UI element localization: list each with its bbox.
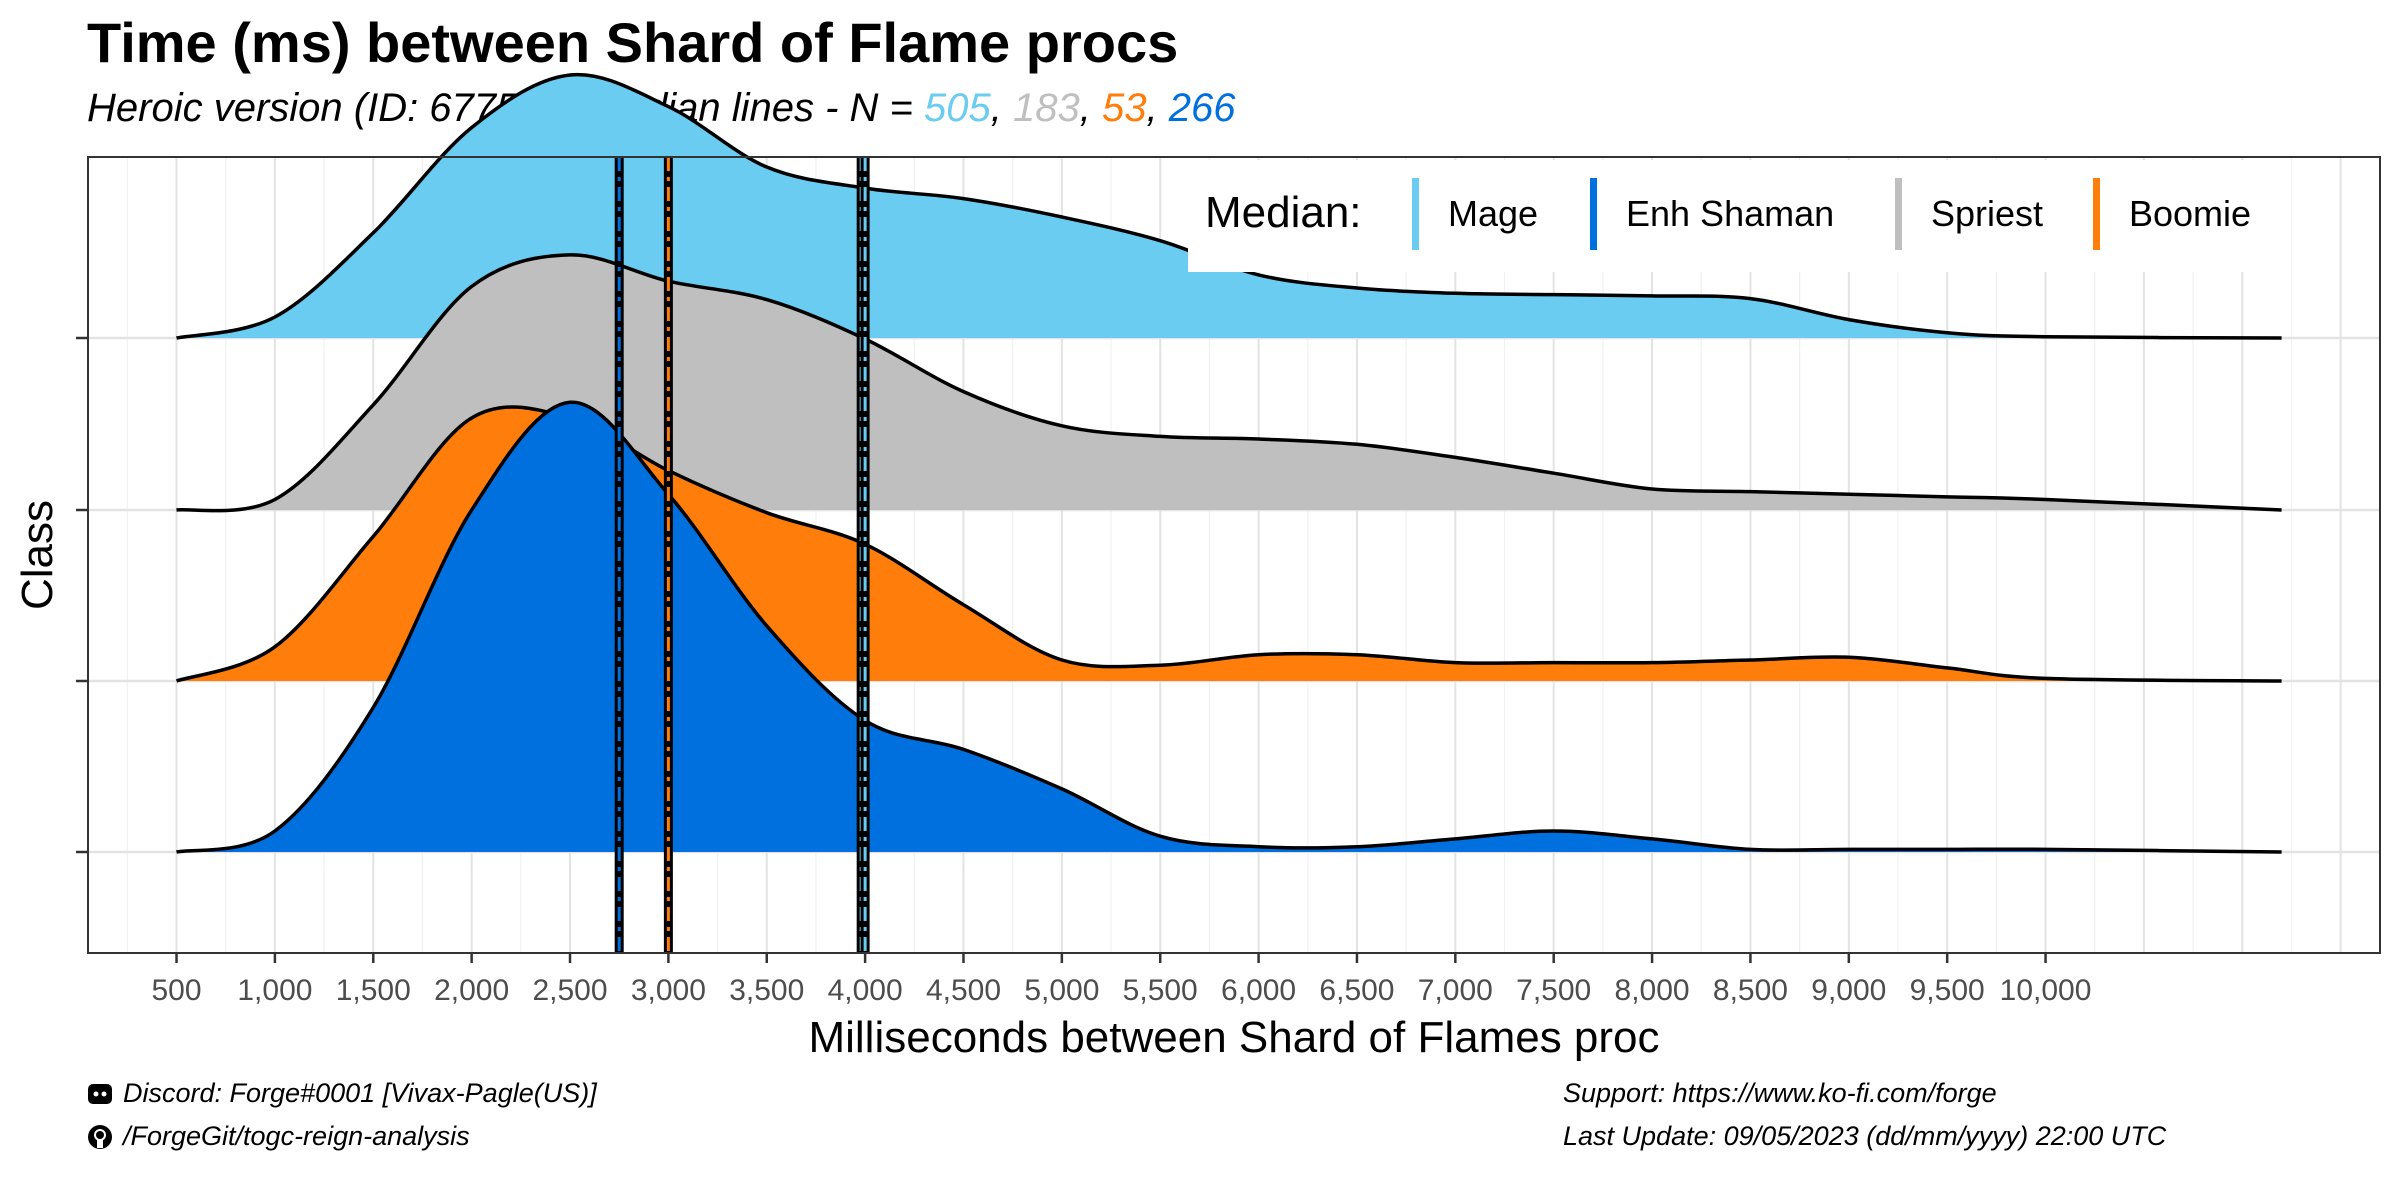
x-tick-label: 7,500 [1516, 974, 1591, 1007]
ridge-enh-shaman [176, 400, 2282, 854]
x-tick-label: 6,000 [1221, 974, 1296, 1007]
footer-discord: Discord: Forge#0001 [Vivax-Pagle(US)] [87, 1078, 597, 1109]
ridge-outline [175, 405, 2282, 683]
ridge-fill [176, 74, 2282, 339]
x-tick-label: 9,000 [1811, 974, 1886, 1007]
count-boomie: 53 [1101, 86, 1147, 130]
legend-key [1412, 178, 1419, 250]
chart-title: Time (ms) between Shard of Flame procs [87, 11, 1179, 74]
x-tick-label: 10,000 [2000, 974, 2092, 1007]
x-tick-label: 4,500 [926, 974, 1001, 1007]
x-tick-label: 1,000 [237, 974, 312, 1007]
count-mage: 505 [924, 86, 991, 130]
count-separator: , [1079, 86, 1102, 130]
ridge-outline [176, 400, 2282, 854]
last-update-text: Last Update: 09/05/2023 (dd/mm/yyyy) 22:… [1563, 1121, 2167, 1151]
github-icon [88, 1124, 112, 1149]
legend-key [2093, 178, 2100, 250]
x-tick-label: 1,500 [336, 974, 411, 1007]
footer-last-update: Last Update: 09/05/2023 (dd/mm/yyyy) 22:… [1563, 1121, 2166, 1152]
footer-github: /ForgeGit/togc-reign-analysis [87, 1121, 470, 1152]
legend-box [1188, 160, 2288, 272]
plot-border [87, 156, 2381, 954]
x-tick-label: 3,000 [631, 974, 706, 1007]
x-tick-label: 500 [152, 974, 202, 1007]
legend-label: Boomie [2129, 193, 2251, 234]
legend-label: Spriest [1931, 193, 2043, 234]
legend-label: Mage [1448, 193, 1538, 234]
ridge-outline [176, 253, 2282, 513]
support-text: Support: https://www.ko-fi.com/forge [1563, 1078, 1997, 1108]
legend-key [1895, 178, 1902, 250]
x-tick-label: 8,500 [1713, 974, 1788, 1007]
legend: Median: Mage Enh Shaman Spriest Boomie [1188, 160, 2288, 272]
count-separator: , [1146, 86, 1169, 130]
x-tick-label: 4,000 [828, 974, 903, 1007]
ridge-outline [176, 72, 2282, 340]
x-tick-label: 2,500 [532, 974, 607, 1007]
x-tick-label: 5,500 [1123, 974, 1198, 1007]
ridge-fill [176, 254, 2282, 511]
x-tick-label: 2,000 [434, 974, 509, 1007]
x-tick-label: 8,000 [1615, 974, 1690, 1007]
y-axis-label: Class [13, 500, 62, 610]
github-text: /ForgeGit/togc-reign-analysis [123, 1121, 470, 1151]
x-tick-label: 6,500 [1319, 974, 1394, 1007]
x-tick-label: 7,000 [1418, 974, 1493, 1007]
ridge-spriest [176, 253, 2282, 513]
x-tick-label: 5,000 [1024, 974, 1099, 1007]
discord-icon [88, 1083, 112, 1104]
discord-text: Discord: Forge#0001 [Vivax-Pagle(US)] [123, 1078, 597, 1108]
count-spriest: 183 [1012, 86, 1080, 130]
x-tick-label: 9,500 [1910, 974, 1985, 1007]
footer-support: Support: https://www.ko-fi.com/forge [1563, 1078, 1997, 1109]
legend-title: Median: [1205, 188, 1362, 237]
x-tick-label: 3,500 [729, 974, 804, 1007]
count-enh-shaman: 266 [1168, 86, 1236, 130]
ridge-fill [176, 402, 2282, 852]
x-axis-label: Milliseconds between Shard of Flames pro… [808, 1013, 1659, 1062]
legend-key [1590, 178, 1597, 250]
ridge-mage [176, 72, 2282, 340]
legend-label: Enh Shaman [1626, 193, 1834, 234]
count-separator: , [990, 86, 1013, 130]
